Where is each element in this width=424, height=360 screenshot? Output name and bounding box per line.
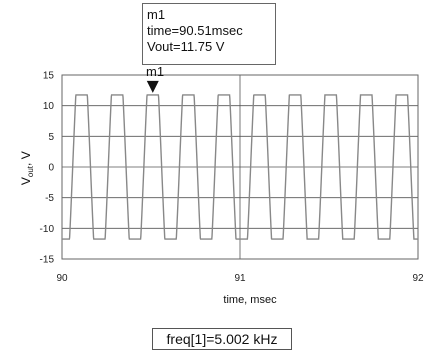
y-tick-label: 5 (48, 132, 54, 143)
y-axis-label-sub: out (26, 165, 36, 178)
y-axis-label: Vout, V (19, 133, 35, 203)
y-tick-label: -15 (40, 255, 55, 266)
vout-waveform-line (62, 94, 418, 240)
y-tick-label: -10 (40, 224, 55, 235)
y-tick-label: 0 (48, 163, 54, 174)
x-tick-label: 90 (56, 273, 68, 284)
marker-name: m1 (147, 7, 166, 22)
y-axis-label-unit: , V (18, 151, 33, 166)
grid-lines (61, 74, 419, 260)
x-tick-labels: 90 91 92 (56, 273, 424, 284)
y-tick-labels: 15 10 5 0 -5 -10 -15 (40, 71, 55, 266)
x-axis-label: time, msec (223, 294, 277, 306)
frequency-readout: freq[1]=5.002 kHz (152, 328, 292, 350)
y-tick-label: 10 (43, 101, 55, 112)
marker-readout-box[interactable]: m1 time=90.51msec Vout=11.75 V (142, 3, 276, 65)
x-tick-label: 91 (234, 273, 246, 284)
marker-triangle (146, 80, 159, 93)
y-tick-label: -5 (45, 193, 54, 204)
marker-value: Vout=11.75 V (147, 39, 225, 54)
x-tick-label: 92 (412, 273, 424, 284)
y-tick-label: 15 (43, 71, 55, 82)
marker-time: time=90.51msec (147, 23, 243, 38)
plot-frame (61, 74, 419, 260)
marker-label: m1 (146, 64, 165, 79)
y-axis-label-main: V (18, 177, 33, 186)
